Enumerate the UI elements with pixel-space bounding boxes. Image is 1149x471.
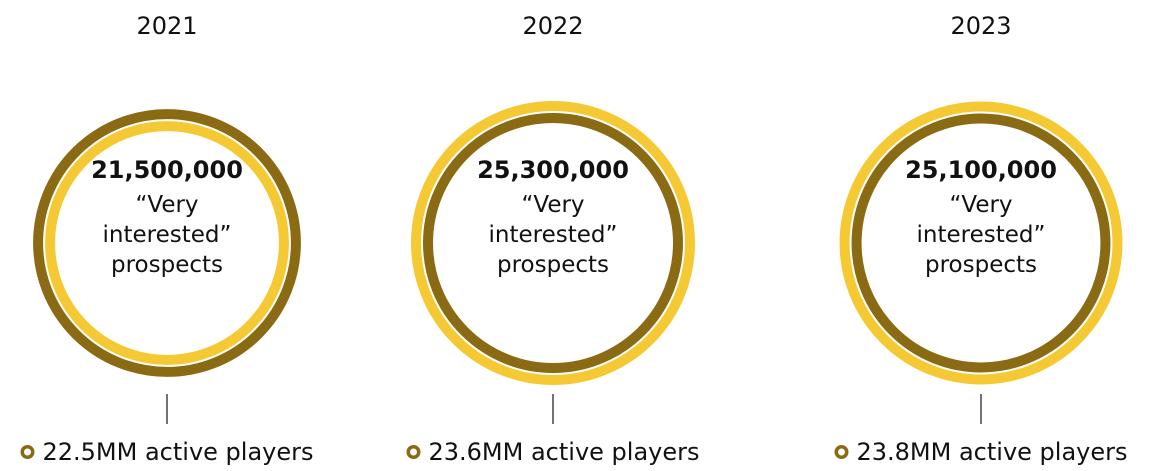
prospects-description-line: prospects: [925, 252, 1037, 278]
prospects-description-line: “Very: [521, 192, 584, 218]
ring-marker-icon: [834, 445, 849, 459]
prospects-value-label: 25,100,000: [905, 156, 1057, 184]
prospects-description-line: prospects: [497, 252, 609, 278]
active-players-label: 22.5MM active players: [42, 438, 313, 466]
prospects-ring: [411, 101, 695, 385]
prospects-description-line: interested”: [917, 222, 1046, 248]
prospects-description-line: interested”: [103, 222, 232, 248]
prospects-description-line: “Very: [135, 192, 198, 218]
year-group-2021: 2021 21,500,000 “Very interested” prospects 2…: [20, 12, 314, 466]
prospects-description-line: prospects: [111, 252, 223, 278]
prospects-ring: [45, 121, 289, 365]
prospects-value-label: 25,300,000: [477, 156, 629, 184]
active-players-label: 23.6MM active players: [428, 438, 699, 466]
ring-marker-icon: [20, 445, 35, 459]
year-label: 2023: [950, 12, 1011, 40]
prospects-ring: [839, 101, 1123, 385]
year-label: 2022: [522, 12, 583, 40]
prospects-value-label: 21,500,000: [91, 156, 243, 184]
ring-marker-icon: [406, 445, 421, 459]
year-label: 2021: [136, 12, 197, 40]
prospects-description-line: interested”: [489, 222, 618, 248]
active-players-ring: [423, 113, 683, 373]
active-players-ring: [851, 113, 1111, 373]
year-group-2023: 2023 25,100,000 “Very interested” prospects 2…: [834, 12, 1128, 466]
active-players-ring: [33, 109, 301, 377]
prospects-description-line: “Very: [949, 192, 1012, 218]
year-group-2022: 2022 25,300,000 “Very interested” prospects 2…: [406, 12, 700, 466]
active-players-label: 23.8MM active players: [856, 438, 1127, 466]
